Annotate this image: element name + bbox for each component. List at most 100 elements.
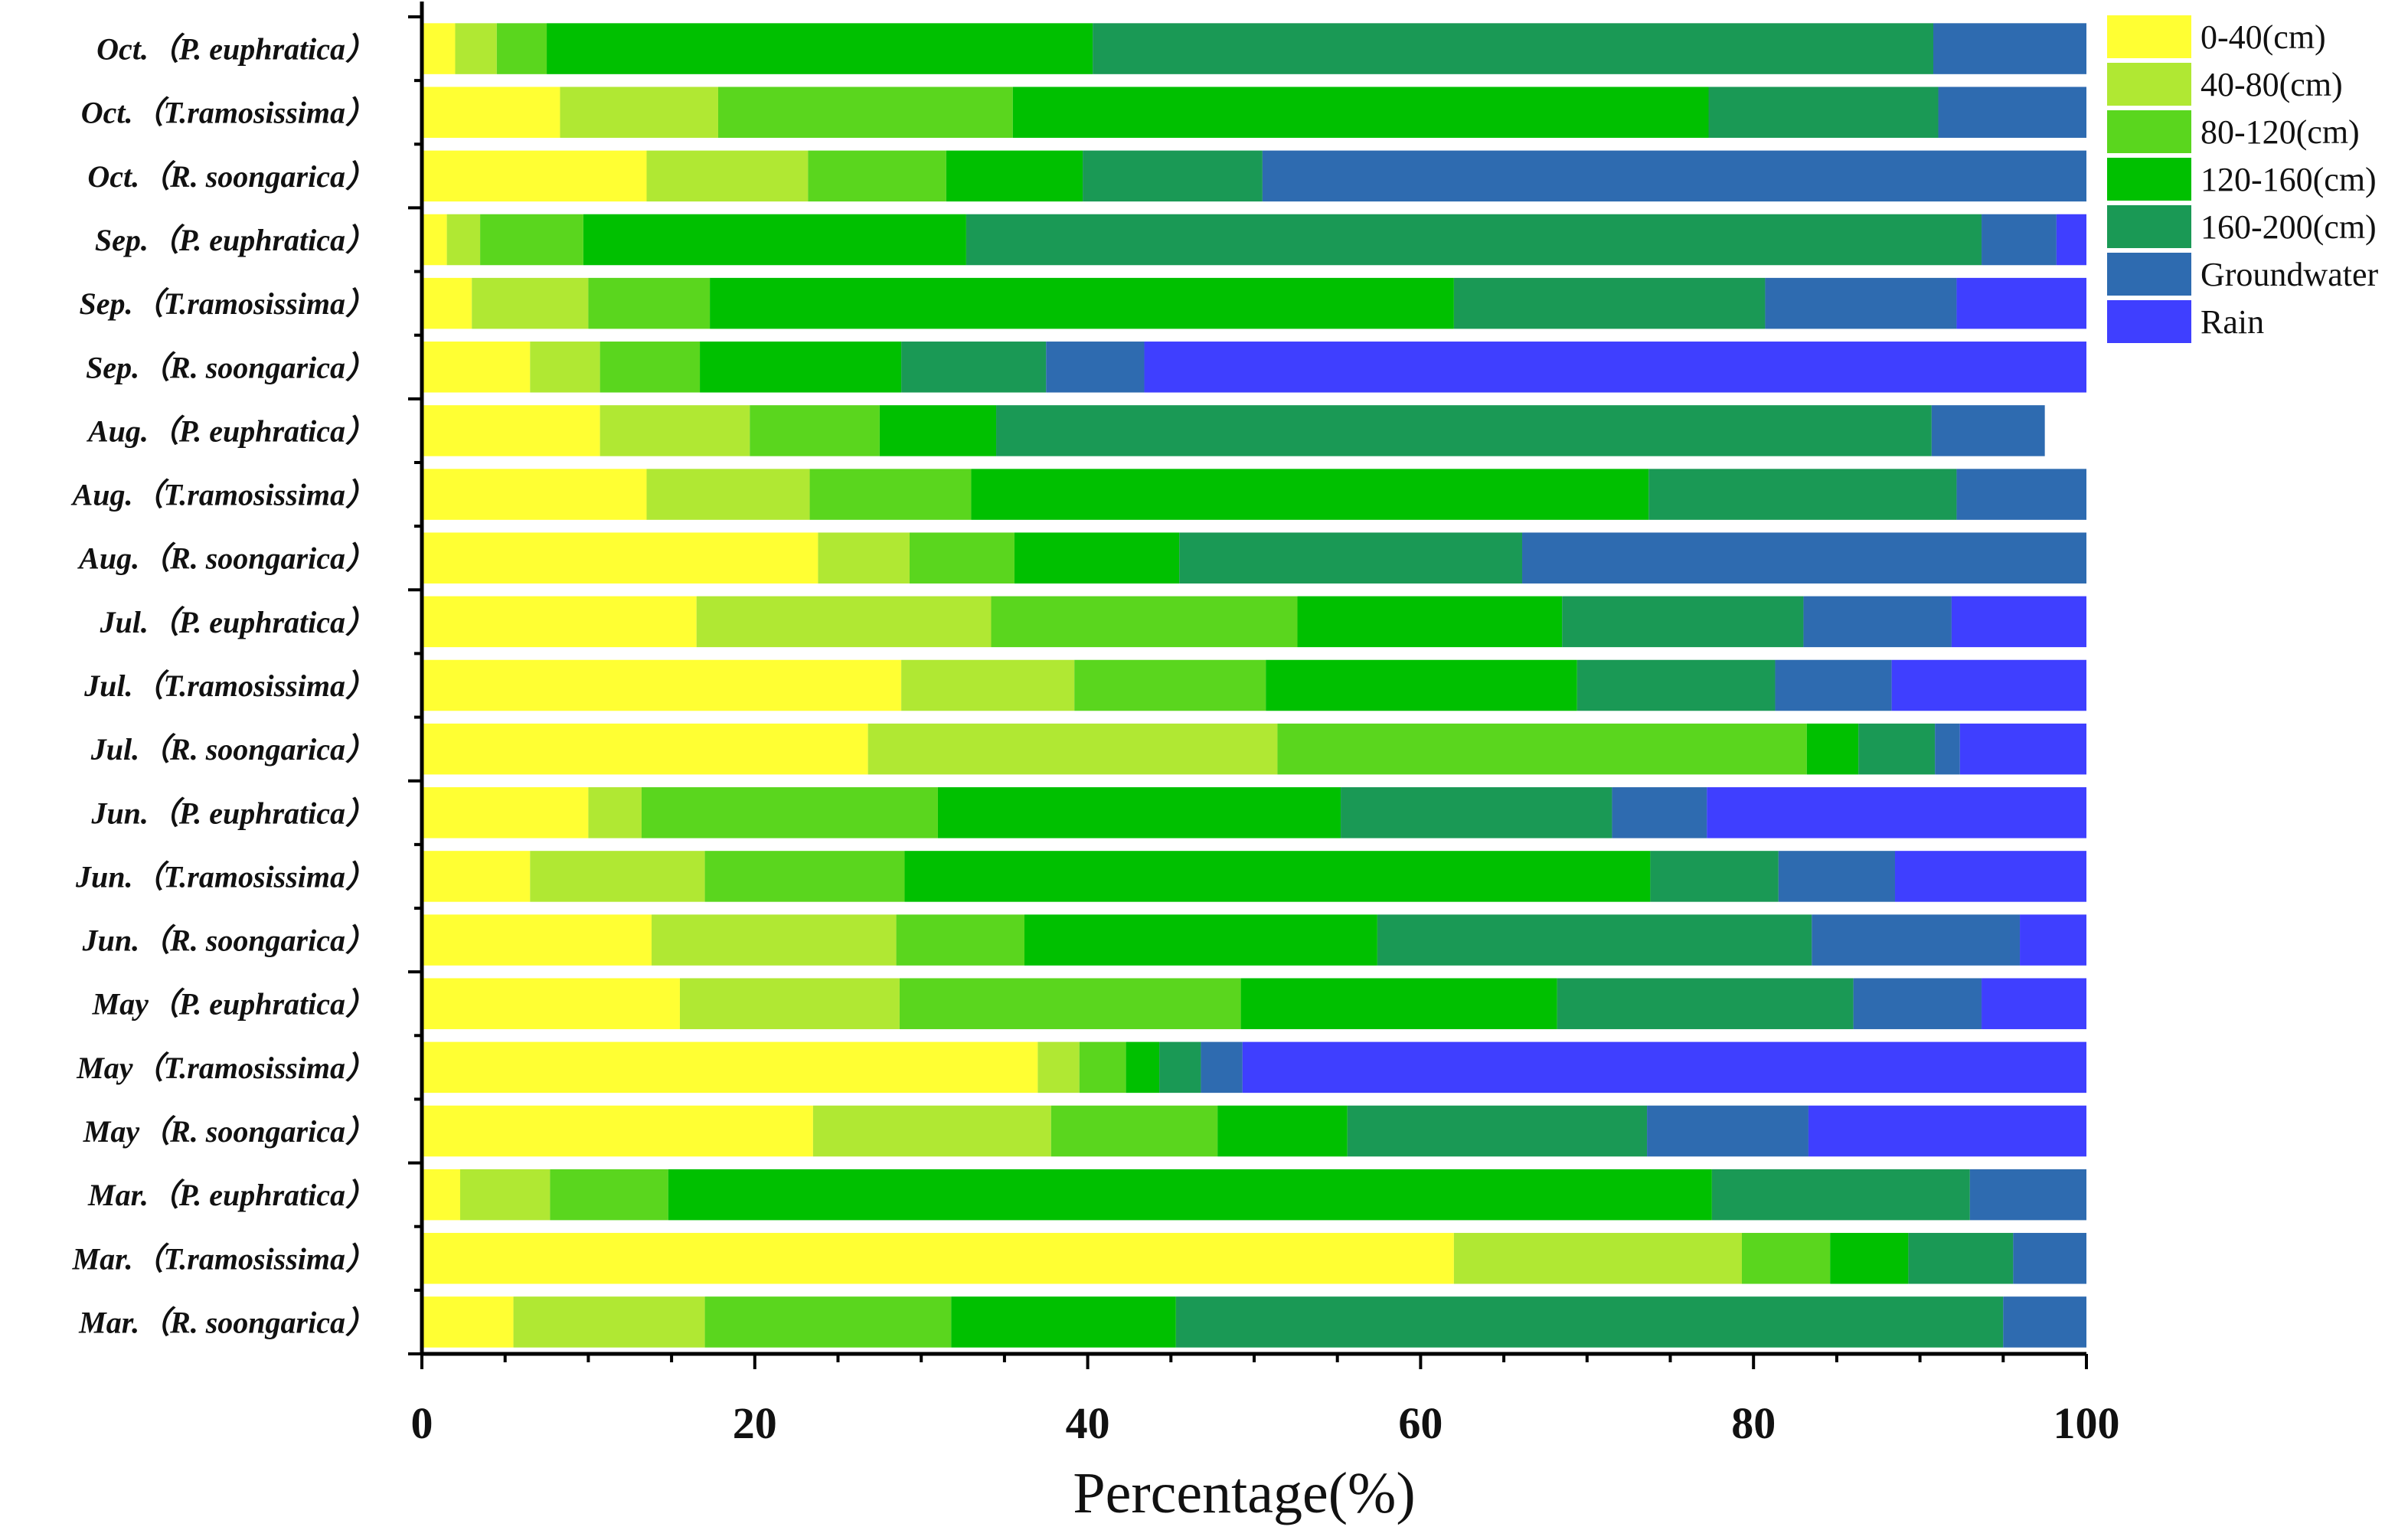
bar-segment (1741, 1233, 1831, 1284)
bar-segment (1894, 851, 2086, 902)
bar-segment (1201, 1041, 1243, 1094)
bar-segment (1933, 23, 2086, 74)
bar-segment (446, 214, 481, 266)
x-tick-label: 20 (733, 1398, 777, 1448)
category-label: Oct.（P. euphratica） (96, 32, 376, 67)
legend-label: 160-200(cm) (2201, 208, 2377, 246)
category-label: Aug.（P. euphratica） (86, 414, 376, 448)
bar-segment (909, 532, 1014, 584)
bar-segment (937, 787, 1341, 839)
bar-segment (422, 1233, 1454, 1284)
x-axis-title: Percentage(%) (1073, 1461, 1415, 1525)
bar-segment (901, 659, 1075, 711)
bar-segment (550, 1169, 668, 1221)
category-label: May（R. soongarica） (83, 1114, 376, 1149)
bar-segment (1775, 659, 1892, 711)
bar-segment (1522, 532, 2086, 584)
bar-segment (971, 469, 1649, 520)
category-label: Oct.（T.ramosissima） (81, 96, 376, 130)
bar-segment (496, 23, 547, 74)
bar-segment (1557, 978, 1854, 1029)
bar-segment (946, 150, 1083, 202)
bar-segment (600, 342, 701, 393)
bar-segment (1297, 596, 1563, 648)
bar-segment (1179, 532, 1523, 584)
bar-segment (422, 659, 902, 711)
bar-segment (422, 1105, 813, 1157)
bar-segment (1159, 1041, 1201, 1094)
legend-swatch (2107, 253, 2191, 296)
bar-segments (422, 23, 2086, 1348)
bar-segment (710, 277, 1454, 329)
bar-segment (1126, 1041, 1160, 1094)
bar-segment (700, 342, 902, 393)
bar-segment (588, 787, 642, 839)
legend-label: 40-80(cm) (2201, 66, 2343, 103)
bar-segment (1935, 723, 1960, 775)
bar-segment (1175, 1296, 2004, 1348)
bar-segment (1277, 723, 1807, 775)
bar-segment (422, 1169, 461, 1221)
category-label: Sep.（P. euphratica） (95, 223, 376, 257)
bar-segment (1707, 787, 2086, 839)
bar-segment (818, 532, 910, 584)
bar-segment (422, 342, 531, 393)
legend-label: 120-160(cm) (2201, 161, 2377, 198)
category-label: Jul.（T.ramosissima） (83, 669, 376, 703)
bar-segment (1240, 978, 1557, 1029)
x-tick-label: 60 (1398, 1398, 1443, 1448)
bar-segment (1377, 914, 1812, 966)
bar-segment (1074, 659, 1266, 711)
bar-segment (422, 405, 600, 456)
bar-segment (422, 87, 560, 138)
x-tick-label: 40 (1066, 1398, 1110, 1448)
bar-segment (422, 978, 680, 1029)
axes (408, 2, 2088, 1369)
bar-segment (696, 596, 992, 648)
bar-segment (547, 23, 1093, 74)
category-label: Jun.（R. soongarica） (82, 924, 376, 958)
legend: 0-40(cm) 40-80(cm) 80-120(cm) 120-160(cm) 16… (2107, 15, 2378, 343)
bar-segment (717, 87, 1013, 138)
bar-segment (1266, 659, 1577, 711)
bar-segment (1650, 851, 1779, 902)
category-label: Oct.（R. soongarica） (87, 159, 376, 194)
legend-label: 80-120(cm) (2201, 113, 2360, 151)
bar-segment (422, 723, 868, 775)
bar-segment (1803, 596, 1952, 648)
bar-segment (750, 405, 880, 456)
bar-segment (1808, 1105, 2086, 1157)
bar-segment (560, 87, 718, 138)
legend-label: Groundwater (2201, 256, 2378, 293)
bar-segment (2013, 1233, 2086, 1284)
category-label: Sep.（T.ramosissima） (80, 286, 376, 321)
bar-segment (996, 405, 1932, 456)
bar-segment (2003, 1296, 2086, 1348)
bar-segment (1341, 787, 1612, 839)
category-label: Jun.（T.ramosissima） (75, 859, 376, 894)
x-tick-labels: 0 20 40 60 80 100 (411, 1398, 2120, 1448)
category-label: May（P. euphratica） (92, 987, 376, 1022)
bar-segment (422, 532, 818, 584)
bar-segment (1093, 23, 1933, 74)
x-tick-label: 0 (411, 1398, 433, 1448)
bar-segment (513, 1296, 705, 1348)
category-label: Jul.（R. soongarica） (90, 732, 376, 767)
bar-segment (1046, 342, 1145, 393)
bar-segment (808, 150, 946, 202)
bar-segment (965, 214, 1982, 266)
bar-segment (422, 469, 647, 520)
bar-segment (904, 851, 1651, 902)
bar-segment (600, 405, 750, 456)
bar-segment (422, 851, 531, 902)
bar-segment (422, 787, 589, 839)
bar-segment (2020, 914, 2086, 966)
bar-segment (530, 342, 600, 393)
bar-segment (1050, 1105, 1218, 1157)
bar-segment (1891, 659, 2086, 711)
bar-segment (1262, 150, 2086, 202)
bar-segment (422, 150, 647, 202)
bar-segment (1938, 87, 2086, 138)
bar-segment (1806, 723, 1859, 775)
bar-segment (1956, 469, 2086, 520)
